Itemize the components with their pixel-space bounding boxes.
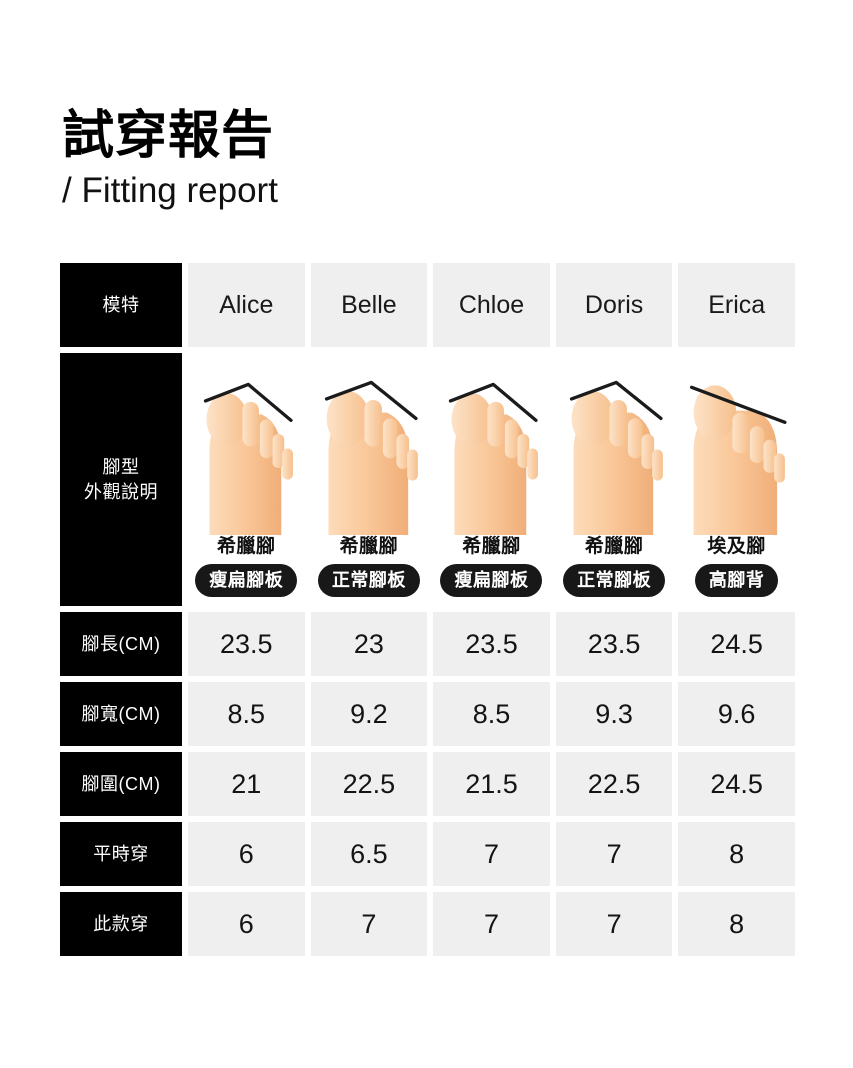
foot-cell-belle: 希臘腳 正常腳板: [310, 353, 428, 606]
row-label-foot-shape: 腳型 外觀說明: [60, 353, 182, 606]
foot-illustration-greek-normal-icon: [311, 353, 428, 535]
row-label-foot-shape-line1: 腳型: [102, 457, 140, 478]
cell-usual-size-doris: 7: [555, 822, 673, 886]
foot-badge-belle: 正常腳板: [317, 564, 420, 597]
foot-badge-doris: 正常腳板: [563, 564, 666, 597]
table-row-foot-length: 腳長(CM) 23.5 23 23.5 23.5 24.5: [60, 612, 795, 676]
cell-this-style-size-alice: 6: [188, 892, 305, 956]
row-label-foot-girth: 腳圍(CM): [60, 752, 182, 816]
cell-foot-girth-erica: 24.5: [678, 752, 795, 816]
cell-this-style-size-doris: 7: [555, 892, 673, 956]
page-title-en: / Fitting report: [62, 171, 278, 211]
foot-cell-alice: 希臘腳 瘦扁腳板: [188, 353, 305, 606]
cell-usual-size-alice: 6: [188, 822, 305, 886]
row-label-this-style-size: 此款穿: [60, 892, 182, 956]
cell-foot-width-alice: 8.5: [188, 682, 305, 746]
page-title: 試穿報告 / Fitting report: [62, 108, 278, 212]
foot-cell-erica: 埃及腳 高腳背: [678, 353, 795, 606]
model-name-belle: Belle: [310, 263, 428, 347]
row-label-foot-width: 腳寬(CM): [60, 682, 182, 746]
foot-illustration-greek-normal-icon: [556, 353, 673, 535]
cell-foot-girth-chloe: 21.5: [433, 752, 550, 816]
table-row-usual-size: 平時穿 6 6.5 7 7 8: [60, 822, 795, 886]
cell-foot-length-belle: 23: [310, 612, 428, 676]
foot-type-belle: 希臘腳: [339, 536, 399, 557]
cell-usual-size-belle: 6.5: [310, 822, 428, 886]
model-name-erica: Erica: [678, 263, 795, 347]
foot-badge-chloe: 瘦扁腳板: [440, 564, 543, 597]
cell-foot-girth-alice: 21: [188, 752, 305, 816]
foot-type-alice: 希臘腳: [217, 536, 276, 557]
cell-usual-size-erica: 8: [678, 822, 795, 886]
table-row-foot-shape: 腳型 外觀說明: [60, 353, 795, 606]
cell-this-style-size-chloe: 7: [433, 892, 550, 956]
fitting-report-table: 模特 Alice Belle Chloe Doris Erica 腳型 外觀說明: [60, 263, 795, 956]
table-row-this-style-size: 此款穿 6 7 7 7 8: [60, 892, 795, 956]
cell-this-style-size-erica: 8: [678, 892, 795, 956]
table-row-foot-width: 腳寬(CM) 8.5 9.2 8.5 9.3 9.6: [60, 682, 795, 746]
foot-illustration-egyptian-icon: [678, 353, 795, 535]
cell-foot-girth-doris: 22.5: [555, 752, 673, 816]
cell-this-style-size-belle: 7: [310, 892, 428, 956]
cell-usual-size-chloe: 7: [433, 822, 550, 886]
model-name-alice: Alice: [188, 263, 305, 347]
cell-foot-width-doris: 9.3: [555, 682, 673, 746]
foot-illustration-greek-narrow-icon: [433, 353, 550, 535]
cell-foot-width-erica: 9.6: [678, 682, 795, 746]
row-label-foot-length: 腳長(CM): [60, 612, 182, 676]
page-title-cn: 試穿報告: [62, 107, 275, 165]
cell-foot-girth-belle: 22.5: [310, 752, 428, 816]
table-row-header: 模特 Alice Belle Chloe Doris Erica: [60, 263, 795, 347]
foot-cell-doris: 希臘腳 正常腳板: [555, 353, 673, 606]
cell-foot-length-erica: 24.5: [678, 612, 795, 676]
foot-illustration-greek-narrow-icon: [188, 353, 305, 535]
row-label-usual-size: 平時穿: [60, 822, 182, 886]
cell-foot-length-chloe: 23.5: [433, 612, 550, 676]
row-label-model: 模特: [60, 263, 182, 347]
foot-cell-chloe: 希臘腳 瘦扁腳板: [433, 353, 550, 606]
model-name-doris: Doris: [555, 263, 673, 347]
foot-type-doris: 希臘腳: [584, 536, 644, 557]
model-name-chloe: Chloe: [433, 263, 550, 347]
foot-badge-alice: 瘦扁腳板: [195, 564, 298, 597]
cell-foot-width-belle: 9.2: [310, 682, 428, 746]
foot-type-chloe: 希臘腳: [462, 536, 521, 557]
table-row-foot-girth: 腳圍(CM) 21 22.5 21.5 22.5 24.5: [60, 752, 795, 816]
cell-foot-length-doris: 23.5: [555, 612, 673, 676]
cell-foot-length-alice: 23.5: [188, 612, 305, 676]
foot-type-erica: 埃及腳: [707, 536, 766, 557]
row-label-foot-shape-line2: 外觀說明: [84, 481, 158, 502]
foot-badge-erica: 高腳背: [694, 564, 779, 597]
cell-foot-width-chloe: 8.5: [433, 682, 550, 746]
